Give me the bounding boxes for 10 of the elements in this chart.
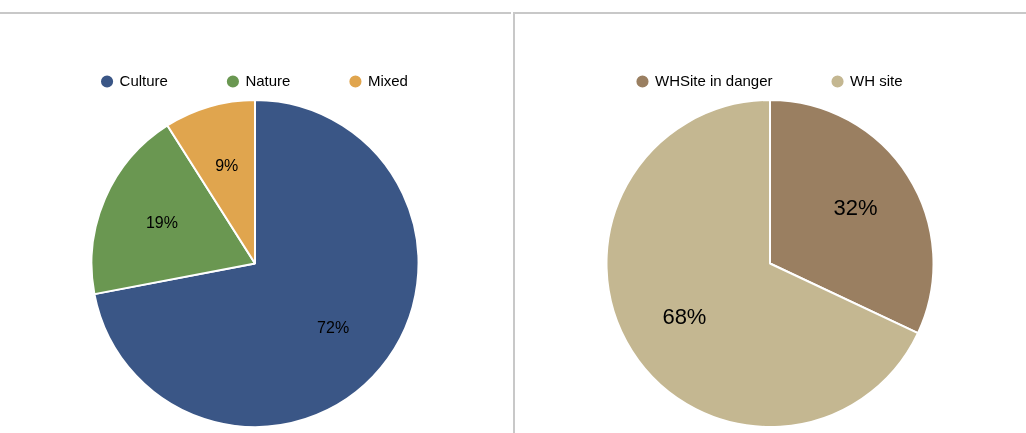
legend-label: Nature: [245, 71, 291, 89]
data-label: 9%: [215, 156, 239, 174]
data-label: 19%: [145, 213, 178, 231]
data-label: 68%: [662, 303, 707, 329]
legend-label: Mixed: [367, 71, 408, 89]
legend-label: WHSite in danger: [654, 71, 773, 89]
data-label: 72%: [317, 318, 350, 336]
legend-label: WH site: [850, 71, 903, 89]
legend-label: Culture: [119, 71, 168, 89]
data-label: 32%: [833, 195, 878, 221]
